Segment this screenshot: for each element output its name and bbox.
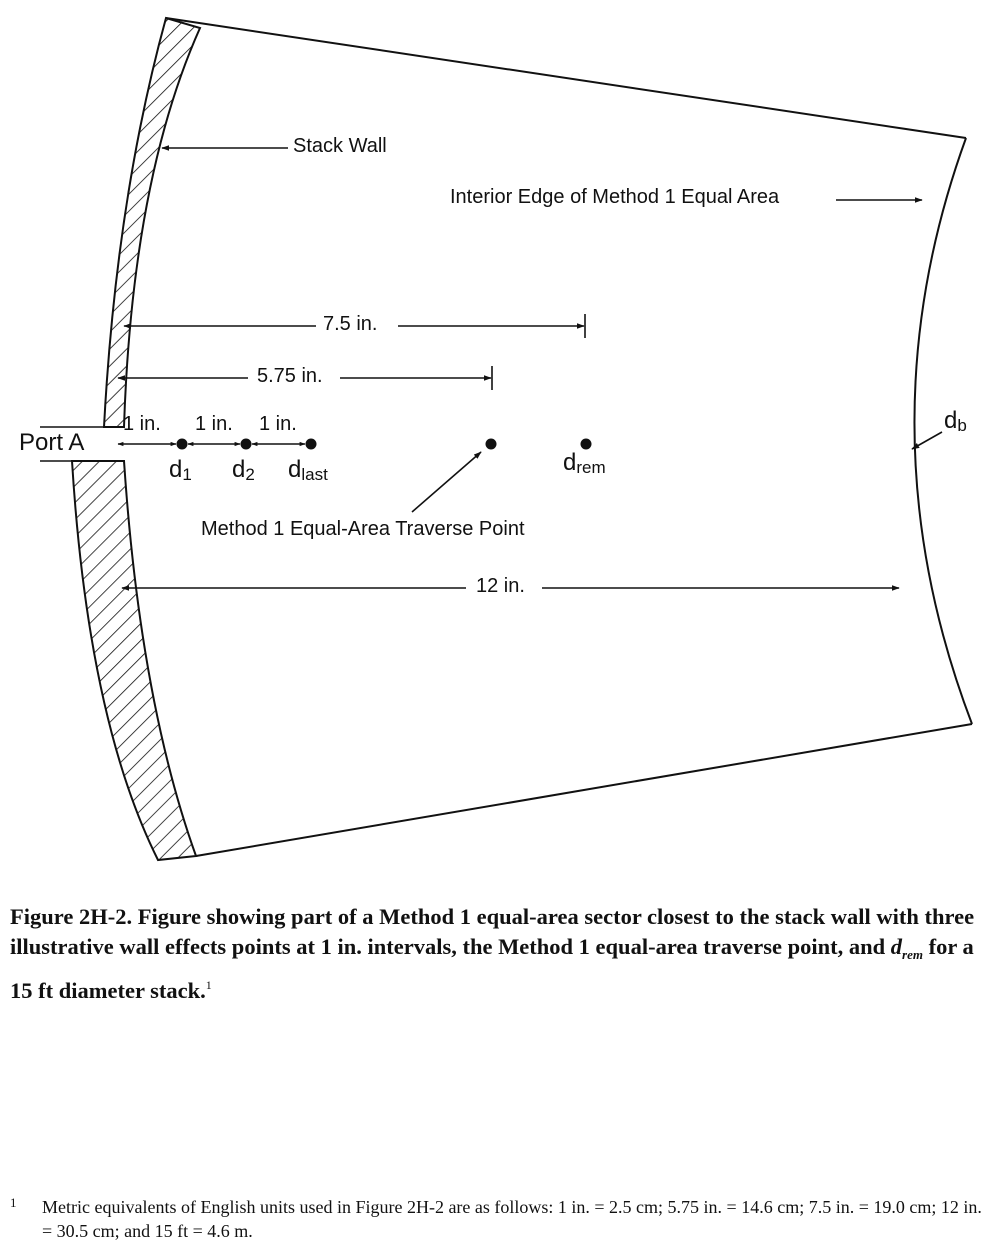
traverse-leader-arrow xyxy=(411,451,482,513)
sector-interior-edge xyxy=(913,137,973,725)
equal-area-sector-outline xyxy=(165,17,973,857)
dim-12-label: 12 in. xyxy=(476,575,525,597)
dimension-7-5: 7.5 in. xyxy=(123,313,586,338)
dim-7-5-label: 7.5 in. xyxy=(323,313,377,335)
label-drem: drem xyxy=(563,449,606,477)
label-db: db xyxy=(944,407,967,435)
caption-footnote-ref: 1 xyxy=(205,978,212,992)
caption-variable: drem xyxy=(890,934,923,962)
interval-label-2: 1 in. xyxy=(195,413,233,435)
footnote-marker: 1 xyxy=(10,1195,17,1210)
stack-wall-upper xyxy=(102,16,202,428)
point-d1 xyxy=(176,438,188,450)
traverse-point-label: Method 1 Equal-Area Traverse Point xyxy=(201,518,525,540)
interval-label-3: 1 in. xyxy=(259,413,297,435)
port-a-label: Port A xyxy=(19,429,84,456)
db-arrow xyxy=(911,431,943,450)
stack-sector-diagram: Stack Wall Interior Edge of Method 1 Equ… xyxy=(19,16,973,862)
figure-caption: Figure 2H-2. Figure showing part of a Me… xyxy=(10,902,985,1006)
point-dlast xyxy=(305,438,317,450)
interior-edge-label: Interior Edge of Method 1 Equal Area xyxy=(450,186,780,208)
caption-text-2: for a 15 ft diameter stack. xyxy=(10,934,974,1003)
dim-5-75-label: 5.75 in. xyxy=(257,365,323,387)
label-dlast: dlast xyxy=(288,456,328,484)
point-traverse xyxy=(485,438,497,450)
label-d1: d1 xyxy=(169,456,192,484)
footnote: 1 Metric equivalents of English units us… xyxy=(8,1195,983,1243)
label-d2: d2 xyxy=(232,456,255,484)
sector-bottom-edge xyxy=(195,723,973,857)
dimension-5-75: 5.75 in. xyxy=(117,365,493,390)
dimension-12: 12 in. xyxy=(121,575,900,597)
point-d2 xyxy=(240,438,252,450)
caption-text-1: Figure 2H-2. Figure showing part of a Me… xyxy=(10,904,975,959)
sector-top-edge xyxy=(165,17,967,139)
point-drem xyxy=(580,438,592,450)
footnote-text: Metric equivalents of English units used… xyxy=(42,1197,982,1241)
stack-wall-label: Stack Wall xyxy=(293,135,387,157)
stack-wall-lower xyxy=(70,460,198,862)
interval-label-1: 1 in. xyxy=(123,413,161,435)
